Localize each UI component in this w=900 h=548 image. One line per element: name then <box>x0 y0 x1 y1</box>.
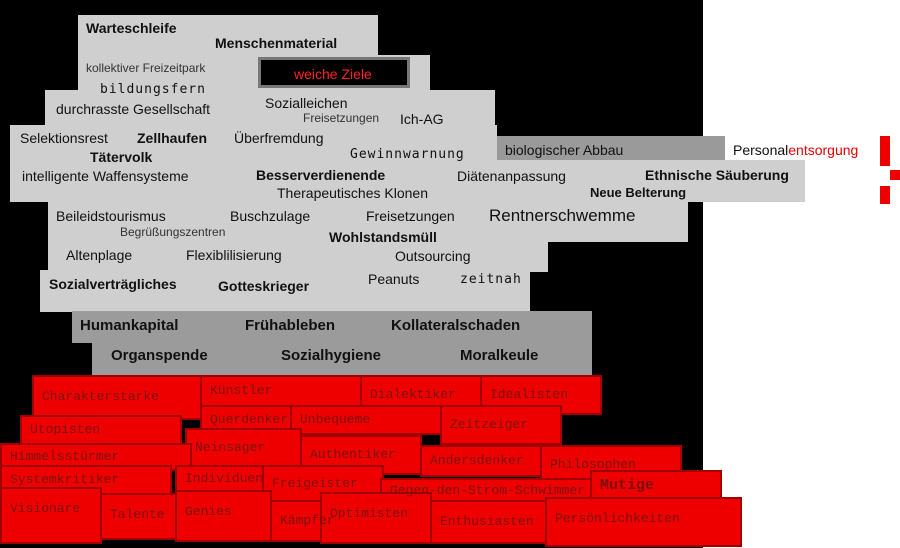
word: weiche Ziele <box>294 66 372 82</box>
word: biologischer Abbau <box>505 142 624 158</box>
word: Altenplage <box>66 247 133 263</box>
gray-block <box>48 200 688 242</box>
red-block <box>175 490 272 542</box>
word: Freisetzungen <box>366 208 455 224</box>
word: Diätenanpassung <box>457 168 566 184</box>
dark-box <box>258 57 410 88</box>
red-word: Charakterstarke <box>42 389 160 404</box>
red-block <box>545 497 742 547</box>
gray-block <box>48 240 548 272</box>
word: durchrasste Gesellschaft <box>56 101 211 117</box>
red-mark <box>880 186 890 204</box>
word: Ich-AG <box>400 111 444 127</box>
red-word: Optimisten <box>330 506 409 521</box>
gray-block <box>78 15 378 57</box>
red-word: Persönlichkeiten <box>555 511 680 526</box>
word: intelligente Waffensysteme <box>22 168 189 184</box>
word: Kollateralschaden <box>391 317 521 334</box>
word-part: entsorgung <box>788 142 859 158</box>
red-word: Dialektiker <box>370 387 456 402</box>
gray-block <box>40 270 530 312</box>
gray-block <box>10 125 497 162</box>
word: Warteschleife <box>86 20 177 36</box>
gray-block <box>10 160 805 202</box>
word: Personalentsorgung <box>733 142 858 158</box>
red-mark <box>890 170 900 180</box>
word: Selektionsrest <box>20 130 108 146</box>
word: zeitnah <box>460 272 522 287</box>
word: Menschenmaterial <box>215 35 338 51</box>
red-word: Philosophen <box>550 457 636 472</box>
dark-gray-block <box>92 342 592 375</box>
red-block <box>430 500 547 544</box>
red-block <box>175 465 265 492</box>
red-word: Freigeister <box>272 475 358 491</box>
red-mark <box>880 136 890 166</box>
word: Outsourcing <box>395 248 471 264</box>
red-word: Kämpfer <box>280 513 335 528</box>
red-block <box>0 487 102 544</box>
red-word: Künstler <box>210 383 273 398</box>
red-word: Talente <box>110 507 165 522</box>
word: Frühableben <box>245 317 336 334</box>
word: Sozialhygiene <box>281 347 382 364</box>
word-part: Personal <box>733 142 789 158</box>
word: Therapeutisches Klonen <box>277 185 428 201</box>
word: Zellhaufen <box>137 130 208 146</box>
red-word: Utopisten <box>30 422 101 437</box>
word: Sozialverträgliches <box>49 276 177 292</box>
red-word: Zeitzeiger <box>450 417 529 432</box>
word: Buschzulage <box>230 208 311 224</box>
red-word: Idealisten <box>490 387 569 402</box>
dark-gray-block <box>72 311 592 343</box>
word: Sozialleichen <box>265 95 348 111</box>
word: Gotteskrieger <box>218 278 310 294</box>
word: Wohlstandsmüll <box>329 229 437 245</box>
word: bildungsfern <box>100 82 206 97</box>
red-word: Andersdenker <box>430 453 524 468</box>
word: Humankapital <box>80 317 179 334</box>
word: Besserverdienende <box>256 167 386 183</box>
red-block <box>590 470 722 500</box>
word: Beileidstourismus <box>56 208 166 224</box>
word: Peanuts <box>368 271 420 287</box>
word: Moralkeule <box>460 347 539 364</box>
word: Überfremdung <box>234 130 324 146</box>
word: Tätervolk <box>90 149 153 165</box>
red-word: Gegen-den-Strom-Schwimmer <box>390 482 586 498</box>
word: Flexiblilisierung <box>186 247 282 263</box>
word: Begrüßungszentren <box>120 225 226 239</box>
red-word: Enthusiasten <box>440 514 534 529</box>
red-word: Authentiker <box>310 447 396 462</box>
word: kollektiver Freizeitpark <box>86 61 206 75</box>
red-word: Genies <box>185 504 232 519</box>
red-word: Individuen <box>185 470 264 486</box>
red-word: Unbequeme <box>300 412 371 427</box>
word: Organspende <box>111 347 208 364</box>
red-word: Neinsager <box>195 440 266 455</box>
red-word: Querdenker <box>210 412 289 427</box>
red-word: Systemkritiker <box>10 472 120 487</box>
gray-block <box>45 90 495 127</box>
red-block <box>440 405 562 445</box>
red-block <box>420 445 542 477</box>
red-block <box>20 415 182 445</box>
word: Neue Belterung <box>590 185 687 200</box>
word: Ethnische Säuberung <box>645 167 789 183</box>
red-word: Visionäre <box>10 501 81 516</box>
red-word: Himmelsstürmer <box>10 449 120 464</box>
red-word: Mutige <box>600 477 655 494</box>
word: Rentnerschwemme <box>489 206 636 225</box>
word: Freisetzungen <box>303 111 380 125</box>
word: Gewinnwarnung <box>350 147 465 162</box>
red-block <box>290 405 442 435</box>
